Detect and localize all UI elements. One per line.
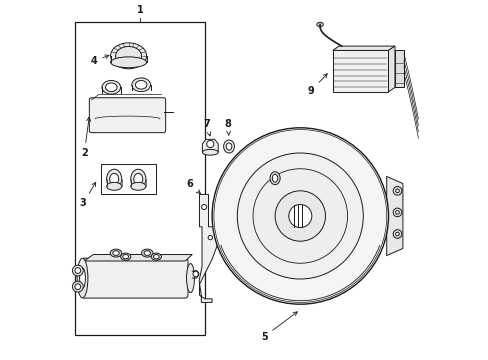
Ellipse shape: [109, 174, 119, 185]
Ellipse shape: [141, 249, 153, 257]
Ellipse shape: [153, 255, 159, 259]
Text: 7: 7: [203, 119, 210, 136]
Ellipse shape: [102, 81, 121, 94]
Circle shape: [275, 191, 325, 241]
Ellipse shape: [75, 268, 81, 274]
Text: 8: 8: [224, 119, 231, 135]
Ellipse shape: [105, 83, 117, 91]
Ellipse shape: [110, 57, 146, 68]
Text: 6: 6: [186, 179, 200, 194]
Ellipse shape: [115, 46, 141, 65]
Ellipse shape: [132, 78, 150, 91]
Ellipse shape: [135, 81, 146, 89]
Ellipse shape: [130, 169, 145, 189]
Circle shape: [193, 271, 199, 277]
Circle shape: [395, 211, 399, 214]
Ellipse shape: [223, 140, 234, 153]
FancyBboxPatch shape: [81, 258, 187, 298]
Ellipse shape: [186, 264, 194, 293]
Circle shape: [392, 230, 401, 238]
Polygon shape: [332, 46, 394, 50]
Text: 2: 2: [81, 117, 90, 158]
Ellipse shape: [269, 172, 280, 185]
Ellipse shape: [316, 22, 323, 27]
Circle shape: [206, 140, 213, 148]
Ellipse shape: [151, 253, 161, 260]
Ellipse shape: [110, 43, 146, 69]
Circle shape: [237, 153, 363, 279]
Ellipse shape: [202, 149, 218, 155]
Ellipse shape: [80, 268, 85, 288]
Polygon shape: [199, 194, 217, 302]
Text: 1: 1: [137, 5, 143, 15]
Ellipse shape: [122, 255, 128, 259]
Ellipse shape: [225, 143, 231, 150]
Circle shape: [392, 186, 401, 195]
Polygon shape: [387, 46, 394, 92]
Bar: [394, 50, 403, 87]
Circle shape: [392, 208, 401, 217]
Ellipse shape: [113, 251, 119, 256]
Circle shape: [212, 128, 387, 304]
FancyBboxPatch shape: [332, 50, 387, 92]
Ellipse shape: [144, 251, 150, 256]
Ellipse shape: [121, 253, 130, 260]
Ellipse shape: [272, 174, 277, 182]
Circle shape: [395, 189, 399, 193]
Ellipse shape: [77, 258, 88, 298]
Ellipse shape: [72, 265, 83, 276]
Circle shape: [201, 204, 206, 210]
Ellipse shape: [106, 182, 122, 190]
Ellipse shape: [75, 284, 81, 289]
Circle shape: [208, 235, 212, 240]
Text: 4: 4: [90, 55, 109, 66]
Text: 5: 5: [261, 312, 297, 342]
Text: 9: 9: [307, 74, 326, 96]
Ellipse shape: [130, 182, 145, 190]
Text: 3: 3: [80, 182, 96, 208]
FancyBboxPatch shape: [89, 98, 165, 133]
Ellipse shape: [110, 249, 122, 257]
Ellipse shape: [72, 281, 83, 292]
Polygon shape: [84, 255, 192, 261]
Ellipse shape: [134, 174, 142, 185]
Polygon shape: [386, 176, 402, 256]
Circle shape: [395, 232, 399, 236]
Circle shape: [288, 204, 311, 228]
Circle shape: [252, 169, 347, 263]
Bar: [101, 164, 156, 194]
Polygon shape: [202, 139, 218, 152]
Bar: [75, 22, 204, 335]
Ellipse shape: [106, 169, 122, 189]
